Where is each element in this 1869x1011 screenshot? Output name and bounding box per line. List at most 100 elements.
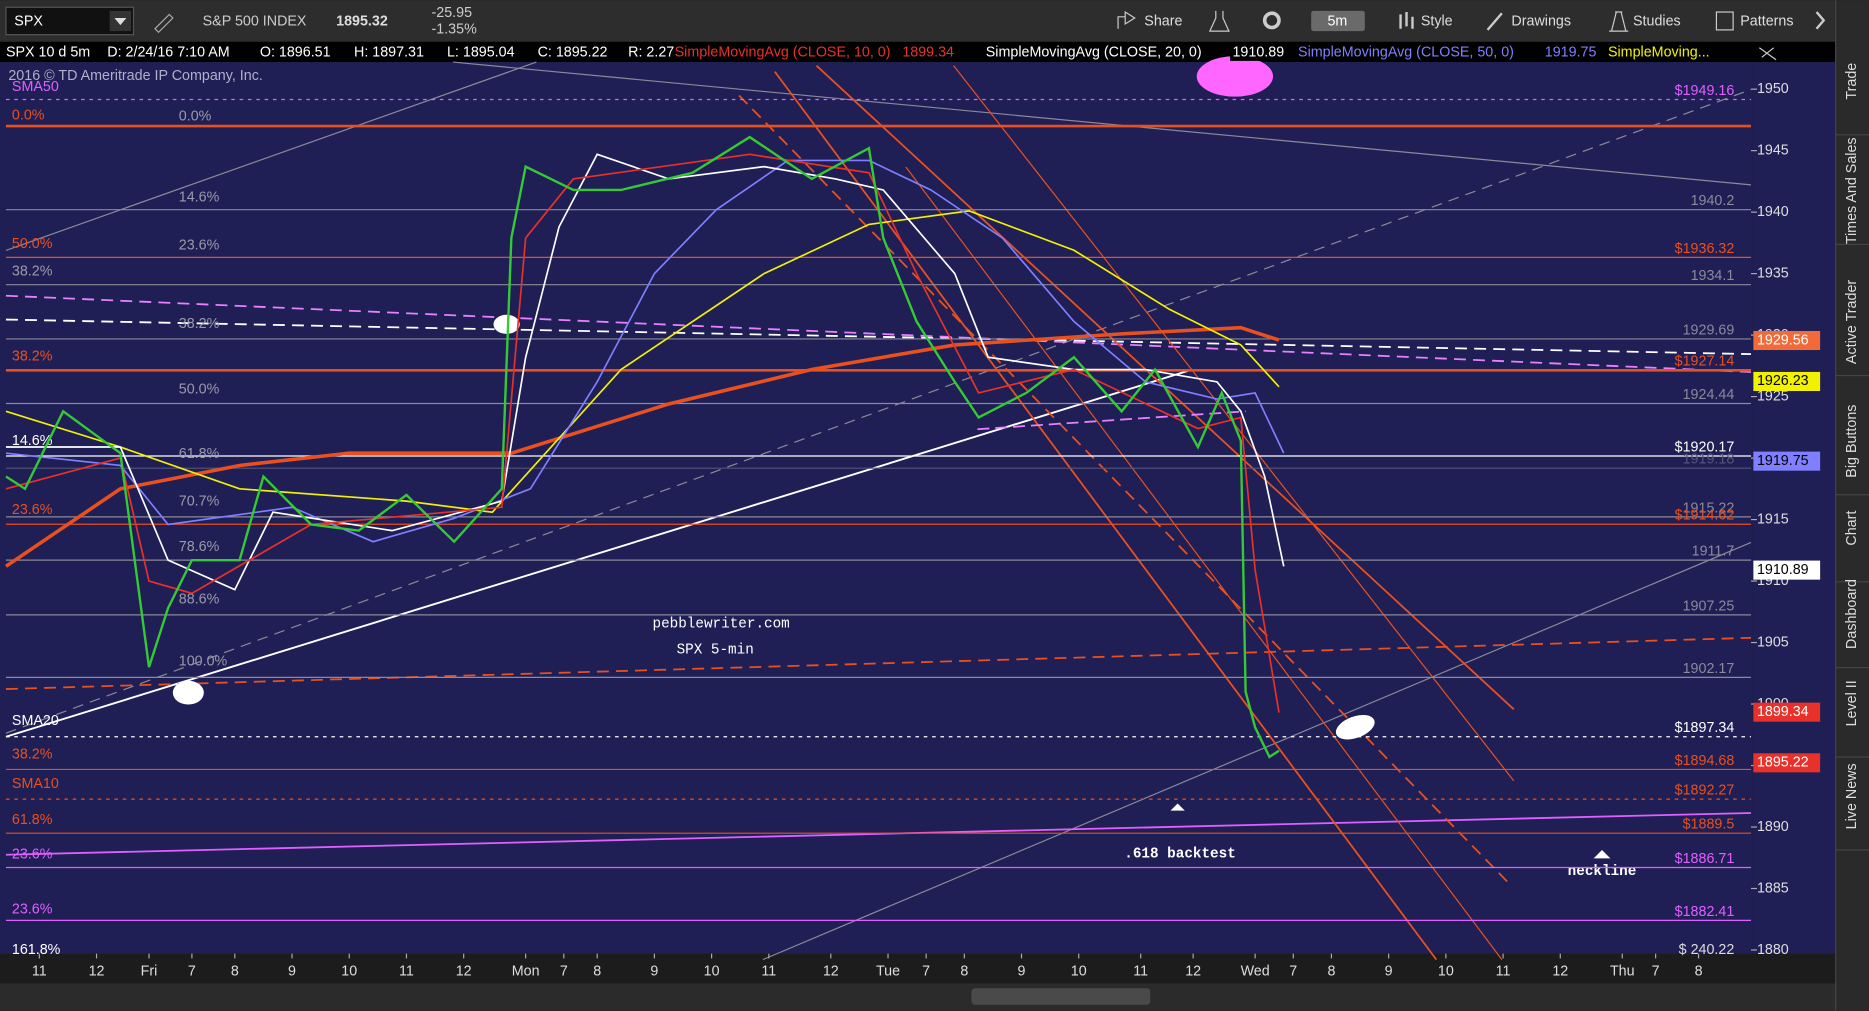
scroll-thumb[interactable] [971, 988, 1151, 1005]
price-flag-label: 1895.22 [1757, 755, 1809, 771]
price-flag-label: 1910.89 [1757, 562, 1809, 578]
fib-label: 50.0% [12, 236, 53, 252]
level-label: 1924.44 [1683, 387, 1735, 403]
fib-label: 61.8% [12, 812, 53, 828]
sidebar [1835, 0, 1869, 1011]
bar-close: C: 1895.22 [538, 44, 608, 60]
price-flag-label: 1926.23 [1757, 373, 1809, 389]
sidebar-tab[interactable]: Level II [1844, 680, 1860, 726]
sidebar-tab[interactable]: Chart [1844, 511, 1860, 546]
study-value: 1919.75 [1545, 44, 1597, 60]
level-label: $1949.16 [1675, 83, 1735, 99]
x-tick-label: Tue [876, 963, 900, 979]
annotation: pebblewriter.com [652, 616, 789, 632]
trend-line [977, 410, 1246, 431]
x-tick-label: 11 [399, 963, 414, 979]
study-value-bg [1230, 44, 1302, 61]
fib-label: 38.2% [179, 316, 220, 332]
x-tick-label: 11 [1133, 963, 1148, 979]
y-tick-label: 1945 [1757, 142, 1789, 158]
sidebar-tab[interactable]: Big Buttons [1844, 405, 1860, 478]
sidebar-tab[interactable]: Live News [1844, 763, 1860, 829]
x-tick-label: 8 [593, 963, 601, 979]
study-name: SimpleMovingAvg (CLOSE, 50, 0) [1298, 44, 1514, 60]
marker [1196, 56, 1274, 97]
y-tick-label: 1880 [1757, 942, 1789, 958]
toolbar-button[interactable]: Style [1421, 13, 1453, 29]
marker [172, 680, 204, 705]
sidebar-tab[interactable]: Trade [1844, 63, 1860, 100]
x-tick-label: 7 [922, 963, 930, 979]
chart-settings-icon[interactable] [1758, 47, 1777, 61]
fib-label: 0.0% [179, 109, 212, 125]
marker [1335, 714, 1375, 740]
copyright: 2016 © TD Ameritrade IP Company, Inc. [8, 68, 263, 84]
drawings-icon [1486, 12, 1503, 31]
x-tick-label: 10 [341, 963, 357, 979]
x-tick-label: 7 [1289, 963, 1297, 979]
trend-line [5, 812, 1752, 856]
toolbar-button[interactable]: Patterns [1740, 13, 1793, 29]
toolbar-collapse[interactable] [1815, 11, 1826, 30]
level-label: $1914.62 [1675, 508, 1735, 524]
toolbar-button[interactable]: Share [1144, 13, 1182, 29]
sidebar-tab[interactable]: Dashboard [1844, 579, 1860, 649]
fib-label: 23.6% [179, 237, 220, 253]
sidebar-tab[interactable]: Active Trader [1844, 280, 1860, 364]
fib-label: 23.6% [12, 502, 53, 518]
level-label: $1927.14 [1675, 354, 1735, 370]
x-tick-label: 12 [89, 963, 105, 979]
marker [493, 314, 520, 334]
fib-label: 161.8% [12, 942, 61, 958]
study-name: SimpleMoving... [1608, 44, 1710, 60]
link-icon[interactable] [154, 13, 174, 34]
trend-line [5, 294, 1752, 373]
study-value: 1910.89 [1232, 44, 1284, 60]
gear-icon[interactable] [1262, 11, 1281, 30]
x-tick-label: Mon [512, 963, 540, 979]
x-tick-label: 8 [960, 963, 968, 979]
annotation: $ 240.22 [1679, 942, 1735, 958]
fib-label: 78.6% [179, 539, 220, 555]
interval: 5m [1327, 13, 1347, 29]
annotation: SPX 5-min [677, 643, 754, 659]
dropdown-icon [114, 17, 127, 26]
price-flag [1753, 560, 1821, 580]
y-tick-label: 1885 [1757, 880, 1789, 896]
x-tick-label: 12 [456, 963, 472, 979]
study-name: SimpleMovingAvg (CLOSE, 20, 0) [986, 44, 1202, 60]
toolbar-button[interactable]: Drawings [1511, 13, 1571, 29]
levels: $1949.16 1940.2 $1936.32 1934.1 1929.69 $1927… [5, 83, 1751, 921]
y-tick-label: 1940 [1757, 204, 1789, 220]
interval-box[interactable] [1311, 10, 1365, 32]
y-tick-label: 1925 [1757, 388, 1789, 404]
y-tick-label: 1915 [1757, 511, 1789, 527]
x-tick-label: 8 [1695, 963, 1703, 979]
x-tick-label: 7 [1652, 963, 1660, 979]
symbol: SPX [14, 13, 43, 29]
style-icon [1399, 12, 1414, 29]
fib-label: 88.6% [179, 591, 220, 607]
arrow-marker [1170, 803, 1185, 811]
patterns-icon [1715, 11, 1734, 31]
scrollbar [0, 983, 1836, 1011]
fib-label: 23.6% [12, 901, 53, 917]
series-line [5, 153, 1285, 591]
fib-label: SMA20 [12, 713, 59, 729]
sidebar-tab[interactable]: Times And Sales [1844, 137, 1860, 244]
x-tick-label: Thu [1610, 963, 1635, 979]
flask-icon[interactable] [1208, 10, 1230, 32]
price-flag [1753, 330, 1821, 351]
net-change: -25.95 [431, 5, 472, 21]
fib-label: 38.2% [12, 746, 53, 762]
price-flag-label: 1919.75 [1757, 453, 1809, 469]
x-tick-label: Wed [1241, 963, 1270, 979]
toolbar-button[interactable]: Studies [1633, 13, 1681, 29]
percent-change: -1.35% [431, 22, 477, 38]
study-value-bg [899, 44, 972, 61]
trend-line [5, 318, 1752, 356]
level-label: 1934.1 [1691, 268, 1735, 284]
toolbar [0, 0, 1836, 42]
arrow-marker [1593, 849, 1611, 859]
level-label: $1936.32 [1675, 241, 1735, 257]
